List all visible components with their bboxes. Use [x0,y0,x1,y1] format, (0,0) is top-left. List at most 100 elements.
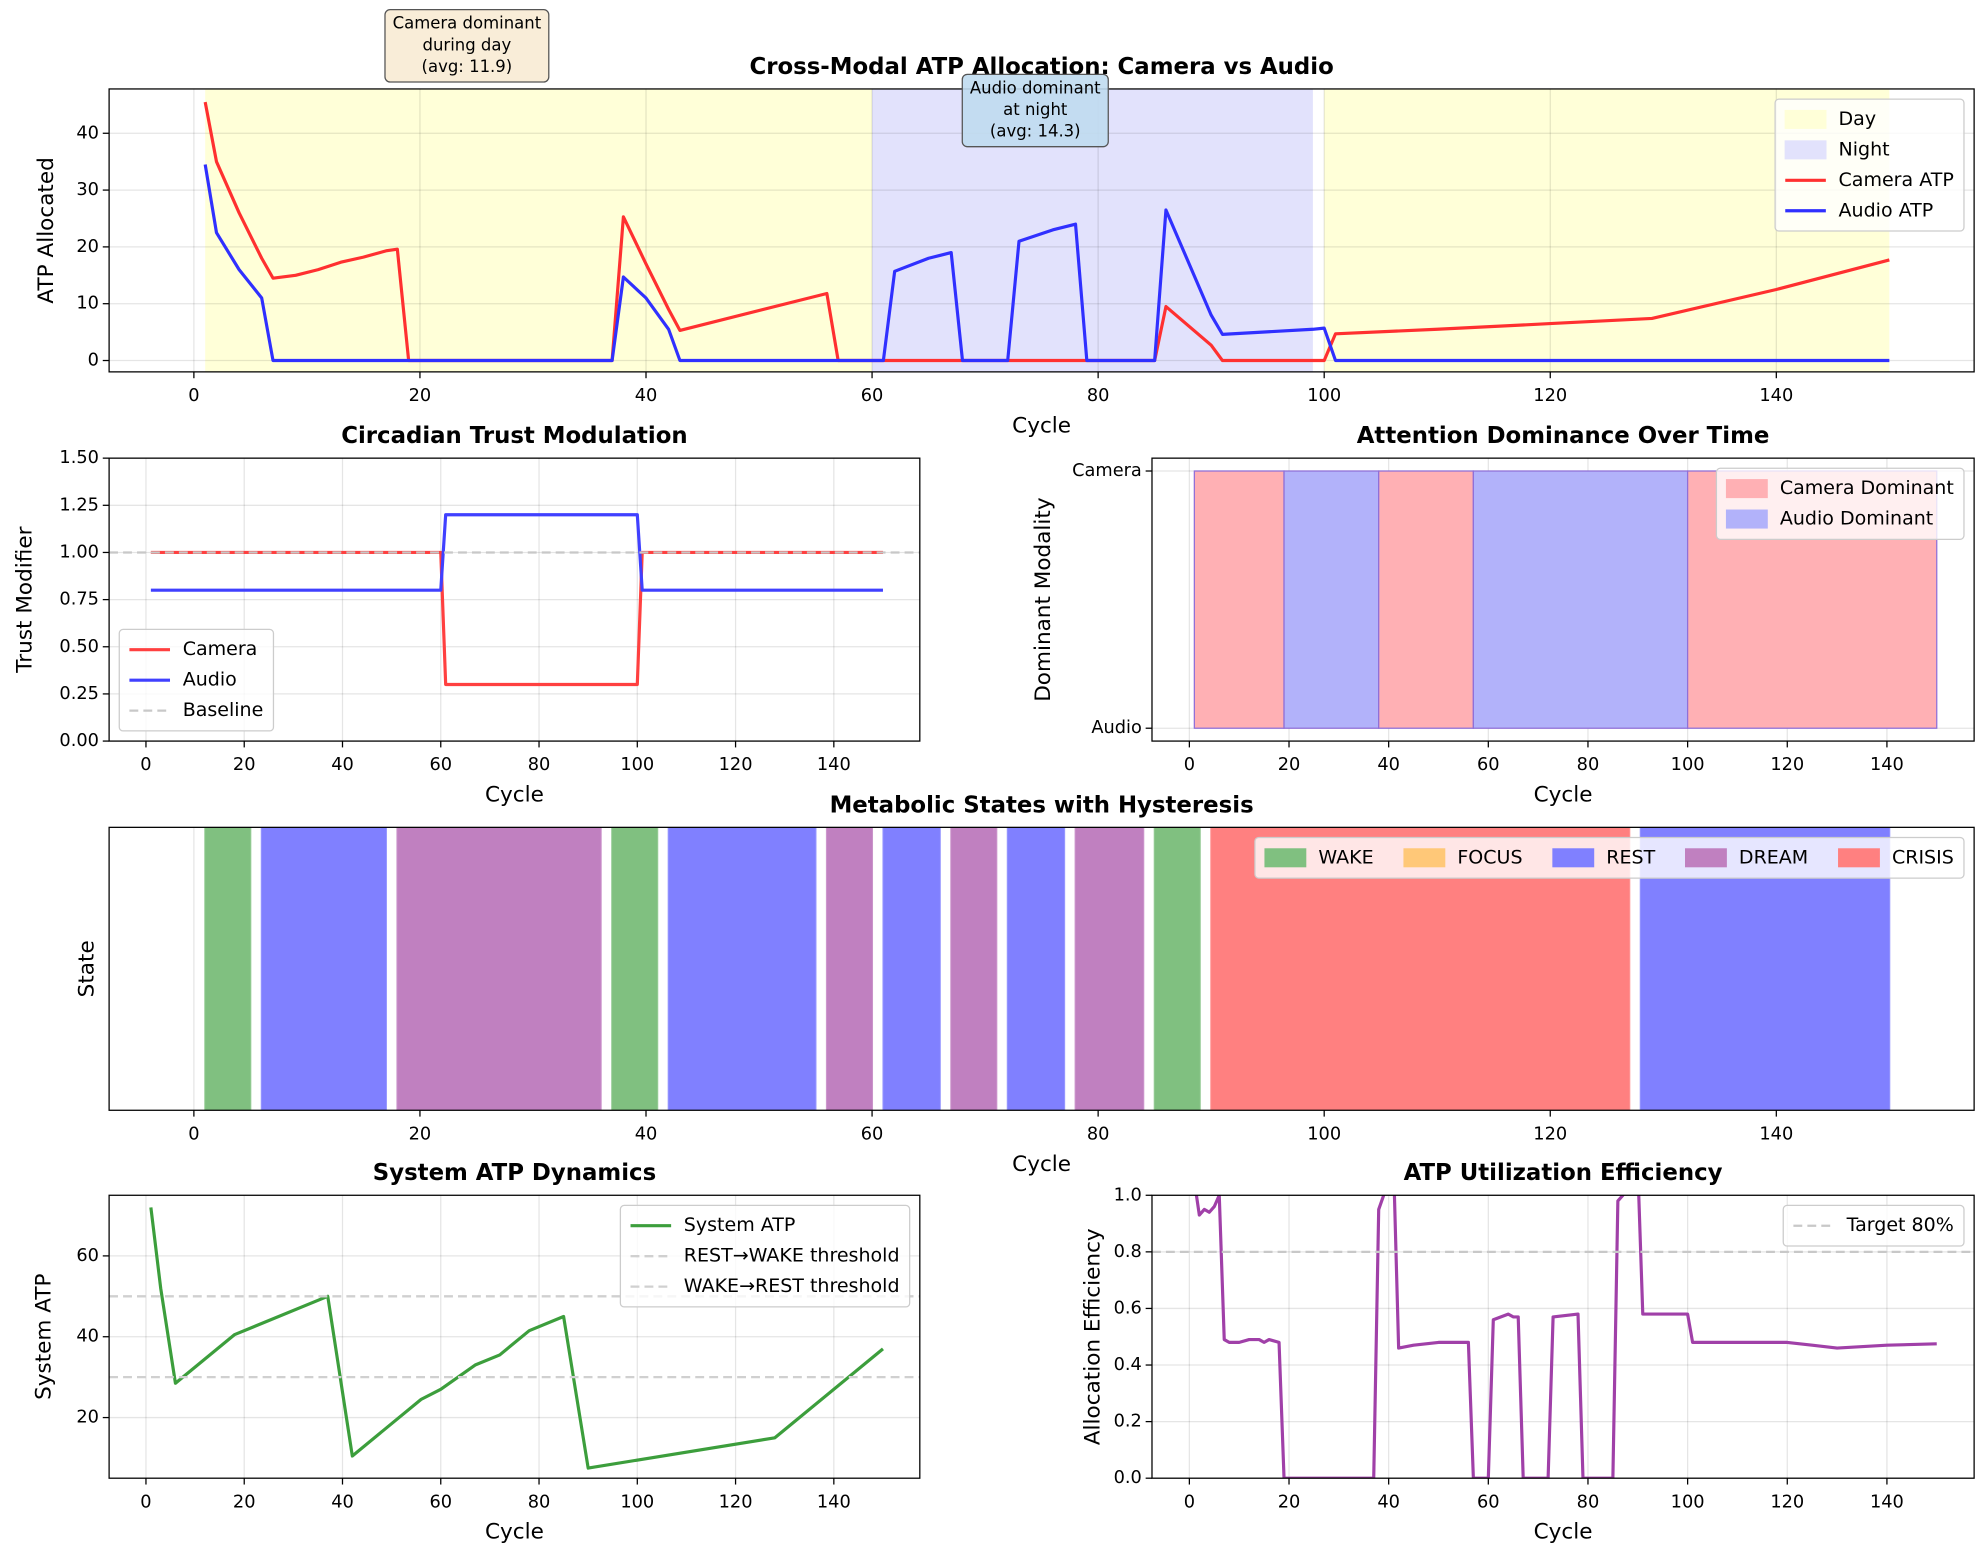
y-tick-label: 20 [76,237,99,257]
chart-title: ATP Utilization Efficiency [1404,1160,1723,1186]
legend-swatch [1552,848,1595,868]
axes-frame [1151,1194,1975,1479]
x-tick-label: 60 [1477,755,1500,775]
legend-label: Audio ATP [1839,199,1934,221]
plot-marks [203,101,1890,363]
x-tick-label: 0 [188,386,199,406]
legend: Day Night Camera ATP Audio ATP [1774,98,1965,232]
y-tick-label: 0.75 [59,590,99,610]
state-bar [950,827,998,1111]
x-tick-label: 120 [1770,1492,1804,1512]
x-tick-label: 20 [1278,755,1301,775]
x-axis-label: Cycle [485,783,544,808]
legend-label: Baseline [183,699,264,721]
y-axis-label: Dominant Modality [1031,497,1056,702]
y-tick-label: 1.50 [59,448,99,468]
chart-title: System ATP Dynamics [373,1160,656,1186]
data-line [1194,1195,1937,1479]
legend-frame [1715,467,1965,540]
x-tick-label: 0 [1184,755,1195,775]
legend-item: DREAM [1685,846,1808,868]
axes-frame [1151,457,1975,742]
y-tick-label: 10 [76,294,99,314]
x-tick-label: 80 [1577,1492,1600,1512]
data-line [150,513,883,592]
annotation-text: during day [423,35,512,54]
y-tick-label: 1.0 [1114,1185,1142,1205]
chart-title: Metabolic States with Hysteresis [830,792,1254,818]
x-tick-label: 20 [1278,1492,1301,1512]
annotation-text: (avg: 14.3) [990,122,1081,141]
x-axis-label: Cycle [1012,413,1071,438]
legend-swatch [1784,109,1827,129]
chart-title: Attention Dominance Over Time [1357,423,1770,449]
x-tick-label: 140 [1870,755,1904,775]
data-line [203,164,1890,363]
legend-label: CRISIS [1892,846,1954,868]
state-bar [611,827,659,1111]
legend-frame [1774,98,1965,232]
y-tick-label: 0.4 [1114,1355,1142,1375]
x-tick-label: 140 [1870,1492,1904,1512]
chart-panel: 0 20 40 60 80 100 120 140 Audio Camera Attention D… [1031,423,1975,808]
x-tick-label: 60 [429,1492,452,1512]
legend-item: System ATP [630,1214,796,1236]
legend-swatch [1784,140,1827,160]
annotation: Audio dominant at night (avg: 14.3) [961,73,1109,148]
x-tick-label: 60 [861,386,884,406]
state-bar [204,827,252,1111]
annotation-text: Audio dominant [970,78,1101,97]
x-tick-label: 40 [635,386,658,406]
legend-item: CRISIS [1838,846,1954,868]
x-tick-label: 100 [1307,386,1341,406]
x-axis-label: Cycle [1012,1152,1071,1177]
legend-item: Baseline [129,699,263,721]
data-line [149,1207,884,1470]
legend-label: System ATP [684,1214,796,1236]
state-bar [882,827,941,1111]
y-tick-label: 0.00 [59,731,99,751]
legend-swatch [1403,848,1446,868]
legend-item: Camera Dominant [1725,477,1954,499]
y-axis-label: Trust Modifier [12,526,37,673]
x-tick-label: 80 [1087,386,1110,406]
x-tick-label: 60 [861,1124,884,1144]
x-tick-label: 120 [1533,1124,1567,1144]
legend: WAKE FOCUS REST DREAM CRISIS [1254,836,1965,879]
x-tick-label: 0 [140,755,151,775]
annotation-text: at night [1003,100,1068,119]
legend-label: Audio Dominant [1780,508,1933,530]
x-tick-label: 100 [1671,755,1705,775]
x-tick-label: 0 [188,1124,199,1144]
x-tick-label: 120 [719,1492,753,1512]
x-tick-label: 20 [233,755,256,775]
y-tick-label: 0.2 [1114,1412,1142,1432]
legend-label: WAKE [1318,846,1373,868]
x-tick-label: 140 [1759,1124,1793,1144]
legend-label: REST [1606,846,1655,868]
legend-swatch [1264,848,1307,868]
x-tick-label: 100 [620,755,654,775]
legend-item: Audio ATP [1785,199,1933,221]
x-tick-label: 120 [1770,755,1804,775]
x-tick-label: 40 [635,1124,658,1144]
x-axis-label: Cycle [485,1520,544,1545]
legend-item: REST→WAKE threshold [630,1245,900,1267]
legend-label: Camera Dominant [1780,477,1954,499]
legend-swatch [1725,509,1768,529]
legend-swatch [1838,848,1880,868]
legend: Target 80% [1782,1204,1965,1247]
axes-frame [108,1194,921,1479]
x-tick-label: 100 [620,1492,654,1512]
y-tick-label: 0.8 [1114,1242,1142,1262]
legend-label: WAKE→REST threshold [684,1275,900,1297]
axes-frame [108,826,1975,1111]
legend-label: Camera [183,638,258,660]
dominance-area [1472,470,1689,729]
x-tick-label: 40 [331,755,354,775]
legend-label: DREAM [1739,846,1808,868]
legend-label: Camera ATP [1839,169,1954,191]
legend-label: Target 80% [1846,1214,1954,1236]
legend-label: Audio [183,669,237,691]
